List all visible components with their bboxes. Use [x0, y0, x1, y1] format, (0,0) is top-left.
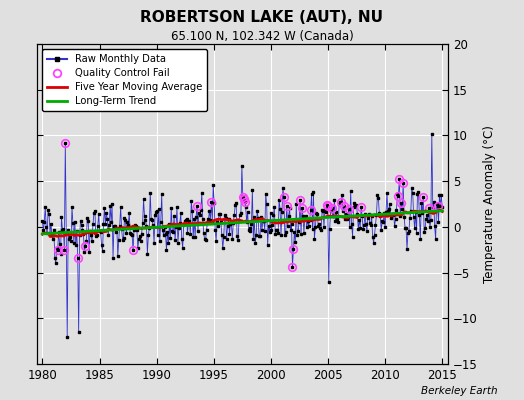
Y-axis label: Temperature Anomaly (°C): Temperature Anomaly (°C)	[483, 125, 496, 283]
Text: Berkeley Earth: Berkeley Earth	[421, 386, 498, 396]
Text: 65.100 N, 102.342 W (Canada): 65.100 N, 102.342 W (Canada)	[171, 30, 353, 43]
Legend: Raw Monthly Data, Quality Control Fail, Five Year Moving Average, Long-Term Tren: Raw Monthly Data, Quality Control Fail, …	[42, 49, 207, 111]
Text: ROBERTSON LAKE (AUT), NU: ROBERTSON LAKE (AUT), NU	[140, 10, 384, 25]
